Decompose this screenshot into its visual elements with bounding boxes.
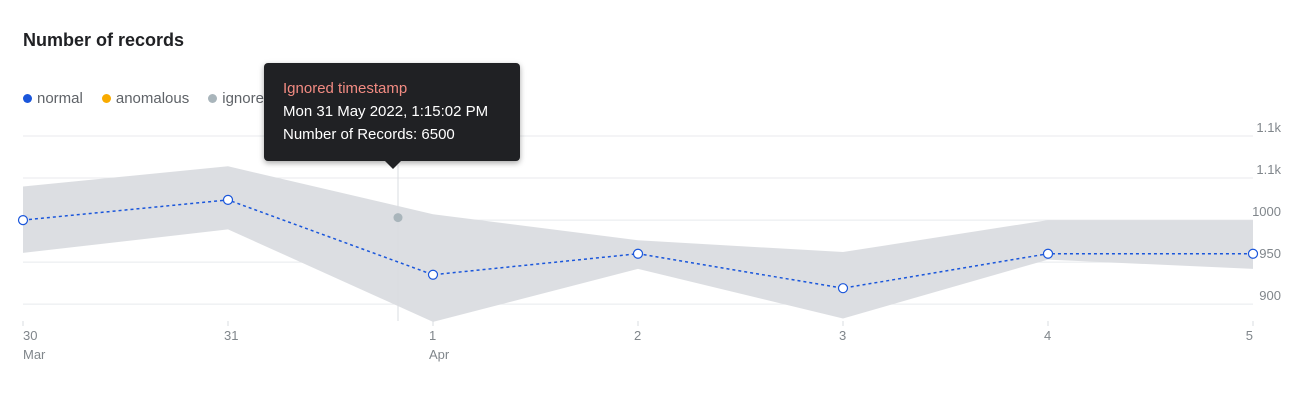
x-tick-label: 31 (224, 328, 238, 343)
data-point-normal (1247, 248, 1259, 259)
chart-title: Number of records (23, 30, 185, 50)
legend-dot-normal (23, 93, 32, 103)
legend-dot-ignored (208, 93, 218, 103)
chart-legend: normal anomalous ignored (23, 88, 291, 108)
data-point-normal (427, 269, 439, 280)
legend-label-ignored: ignored (222, 89, 273, 107)
x-tick-label: 5 (1246, 328, 1253, 343)
tooltip-title: Ignored timestamp (283, 80, 408, 97)
legend-label-normal: normal (37, 89, 83, 107)
data-point-normal (632, 248, 644, 259)
data-point-normal (837, 283, 849, 294)
legend-label-anomalous: anomalous (115, 89, 190, 107)
y-tick-label: 1000 (1252, 204, 1281, 219)
y-tick-label: 1.1k (1256, 162, 1281, 177)
legend-item-anomalous[interactable]: anomalous (101, 89, 190, 107)
tooltip-records: Number of Records: 6500 (283, 126, 455, 143)
legend-item-normal[interactable]: normal (23, 90, 83, 107)
x-tick-label: 3 (839, 328, 846, 343)
y-tick-label: 900 (1259, 288, 1281, 303)
y-tick-label: 950 (1259, 246, 1281, 261)
y-tick-label: 1.1k (1256, 120, 1281, 135)
x-tick-label: 2 (634, 328, 641, 343)
data-point-ignored (393, 213, 403, 223)
legend-dot-anomalous (101, 93, 111, 103)
chart-tooltip: Ignored timestamp Mon 31 May 2022, 1:15:… (264, 63, 520, 169)
data-point-normal (222, 194, 234, 206)
x-tick-label: 1 (429, 328, 436, 343)
x-tick-month-label: Apr (429, 347, 450, 362)
data-point-normal (17, 214, 29, 226)
x-tick-month-label: Mar (23, 347, 46, 362)
data-point-normal (1042, 248, 1054, 259)
tooltip-timestamp: Mon 31 May 2022, 1:15:02 PM (283, 103, 489, 120)
expected-range-band (23, 166, 1253, 322)
x-tick-label: 4 (1044, 328, 1051, 343)
legend-item-ignored[interactable]: ignored (208, 90, 272, 107)
x-tick-label: 30 (23, 328, 37, 343)
